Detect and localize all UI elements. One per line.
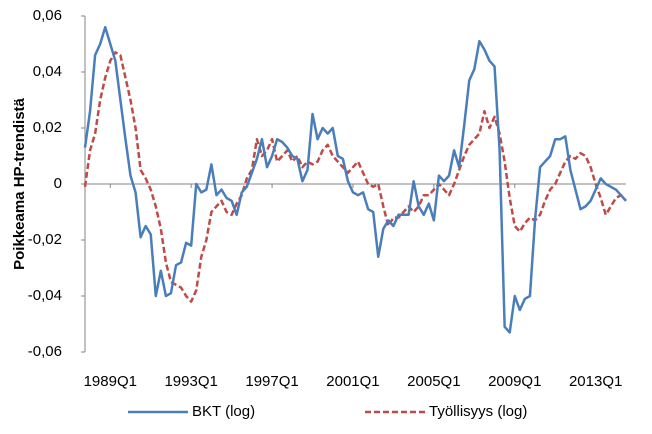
y-tick-label: -0,02 [28,231,62,248]
x-tick-label: 1989Q1 [84,373,137,390]
legend-label: BKT (log) [192,403,255,420]
x-tick-label: 1993Q1 [164,373,217,390]
x-tick-label: 1997Q1 [245,373,298,390]
y-tick-label: 0,06 [33,7,62,24]
series-line [83,51,627,303]
y-tick-label: -0,06 [28,343,62,360]
legend-label: Työllisyys (log) [429,403,527,420]
y-axis-label: Poikkeama HP-trendistä [11,97,28,269]
series-line [83,25,627,334]
y-tick-label: 0,02 [33,119,62,136]
x-tick-label: 2013Q1 [569,373,622,390]
x-tick-label: 2009Q1 [488,373,541,390]
y-tick-label: 0,04 [33,63,62,80]
y-tick-label: -0,04 [28,287,62,304]
y-tick-label: 0 [54,175,62,192]
x-tick-label: 2001Q1 [326,373,379,390]
x-tick-label: 2005Q1 [407,373,460,390]
